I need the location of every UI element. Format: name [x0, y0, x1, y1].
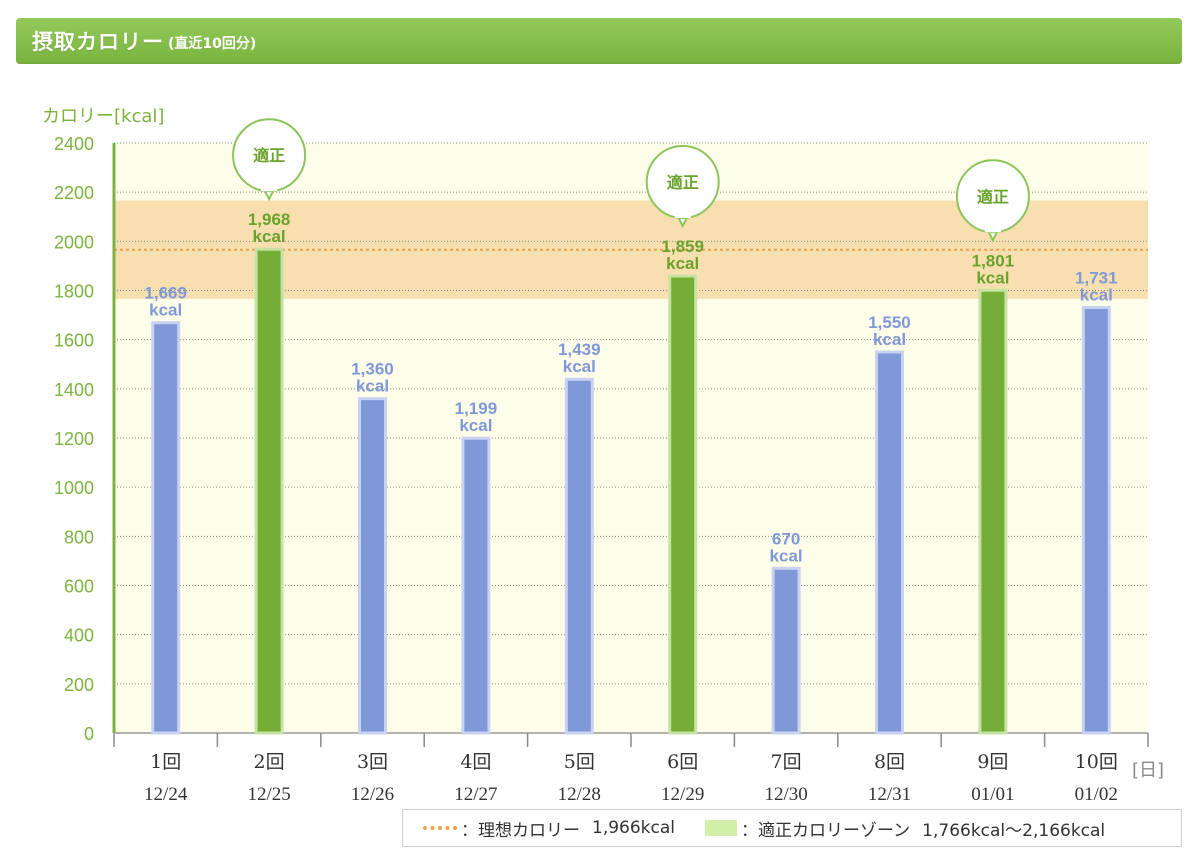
- section-header: 摂取カロリー (直近10回分): [16, 18, 1182, 64]
- y-tick-label: 1600: [54, 331, 94, 351]
- bar-value-label: 1,669: [144, 284, 187, 303]
- bar-unit-label: kcal: [666, 254, 699, 273]
- legend-zone-label: ：適正カロリーゾーン: [741, 820, 911, 841]
- y-tick-label: 1000: [54, 478, 94, 498]
- x-category-label: 4回: [460, 751, 491, 773]
- x-axis-unit: [日]: [1132, 760, 1164, 781]
- x-category-label: 1回: [150, 751, 181, 773]
- x-date-label: 12/27: [454, 784, 497, 805]
- proper-badge-text: 適正: [253, 146, 285, 165]
- x-date-label: 12/28: [558, 784, 601, 805]
- bar-value-label: 1,550: [868, 313, 911, 332]
- x-date-label: 12/29: [661, 784, 704, 805]
- bar: [151, 321, 181, 735]
- x-date-label: 12/24: [144, 784, 188, 805]
- bar-value-label: 1,731: [1075, 268, 1118, 287]
- y-tick-label: 2400: [54, 134, 94, 154]
- section-subtitle: (直近10回分): [168, 36, 257, 52]
- proper-badge-text: 適正: [977, 187, 1009, 206]
- bar-unit-label: kcal: [356, 377, 389, 396]
- x-category-label: 2回: [254, 751, 285, 773]
- y-tick-label: 1400: [54, 380, 94, 400]
- bar-unit-label: kcal: [770, 546, 803, 565]
- bar-value-label: 1,968: [248, 210, 291, 229]
- x-category-label: 8回: [874, 751, 905, 773]
- bar: [875, 350, 904, 735]
- y-tick-label: 600: [64, 577, 94, 597]
- bar: [771, 566, 801, 735]
- bar-value-label: 1,859: [661, 237, 704, 256]
- x-date-label: 12/31: [868, 784, 911, 805]
- bar: [254, 247, 284, 735]
- bar: [564, 377, 594, 735]
- bar-unit-label: kcal: [253, 227, 286, 246]
- x-category-label: 9回: [977, 751, 1008, 773]
- bar: [978, 288, 1008, 735]
- x-category-label: 5回: [564, 751, 595, 773]
- y-axis-label: カロリー[kcal]: [42, 106, 164, 127]
- bar-value-label: 1,199: [455, 399, 498, 418]
- y-tick-label: 2200: [54, 183, 94, 203]
- bar: [668, 274, 698, 735]
- bar-value-label: 1,439: [558, 340, 601, 359]
- y-tick-label: 200: [64, 675, 94, 695]
- y-tick-label: 800: [64, 527, 94, 547]
- legend-zone-value: 1,766kcal〜2,166kcal: [922, 820, 1106, 841]
- x-date-label: 12/30: [764, 784, 807, 805]
- x-category-label: 3回: [357, 751, 388, 773]
- x-date-label: 01/01: [971, 784, 1014, 805]
- x-category-label: 7回: [771, 751, 802, 773]
- bar-value-label: 670: [772, 529, 800, 548]
- bar-unit-label: kcal: [459, 416, 492, 435]
- zone-swatch: [705, 820, 737, 836]
- badge-pointer-mask: [674, 207, 691, 218]
- legend-ideal-value: 1,966kcal: [592, 818, 675, 838]
- y-tick-label: 0: [84, 724, 94, 744]
- bar-unit-label: kcal: [976, 268, 1009, 287]
- y-tick-label: 1800: [54, 282, 94, 302]
- calorie-bar-chart: 0 200 400 600 800 1000 1200 1400 1600 1800 2000 220…: [42, 106, 1164, 805]
- bar-unit-label: kcal: [149, 301, 182, 320]
- bar: [358, 397, 387, 735]
- bar-value-label: 1,801: [972, 251, 1015, 270]
- badge-pointer-mask: [984, 222, 1001, 233]
- y-tick-label: 1200: [54, 429, 94, 449]
- bar: [1081, 305, 1111, 735]
- x-category-label: 10回: [1075, 751, 1118, 773]
- proper-badge-text: 適正: [667, 173, 699, 192]
- x-date-label: 12/25: [247, 784, 290, 805]
- bar-value-label: 1,360: [351, 360, 394, 379]
- section-title: 摂取カロリー: [32, 30, 164, 54]
- badge-pointer-mask: [261, 181, 278, 192]
- x-date-label: 01/02: [1075, 784, 1118, 805]
- y-tick-label: 2000: [54, 232, 94, 252]
- bar-unit-label: kcal: [563, 357, 596, 376]
- x-date-label: 12/26: [351, 784, 394, 805]
- bar: [461, 436, 491, 735]
- ideal-line-swatch: [423, 826, 457, 830]
- bar-unit-label: kcal: [1080, 285, 1113, 304]
- legend-ideal-label: ：理想カロリー: [461, 820, 580, 841]
- x-category-label: 6回: [667, 751, 698, 773]
- bar-unit-label: kcal: [873, 330, 906, 349]
- chart-legend: ：理想カロリー 1,966kcal ：適正カロリーゾーン 1,766kcal〜2…: [402, 809, 1182, 847]
- y-tick-label: 400: [64, 626, 94, 646]
